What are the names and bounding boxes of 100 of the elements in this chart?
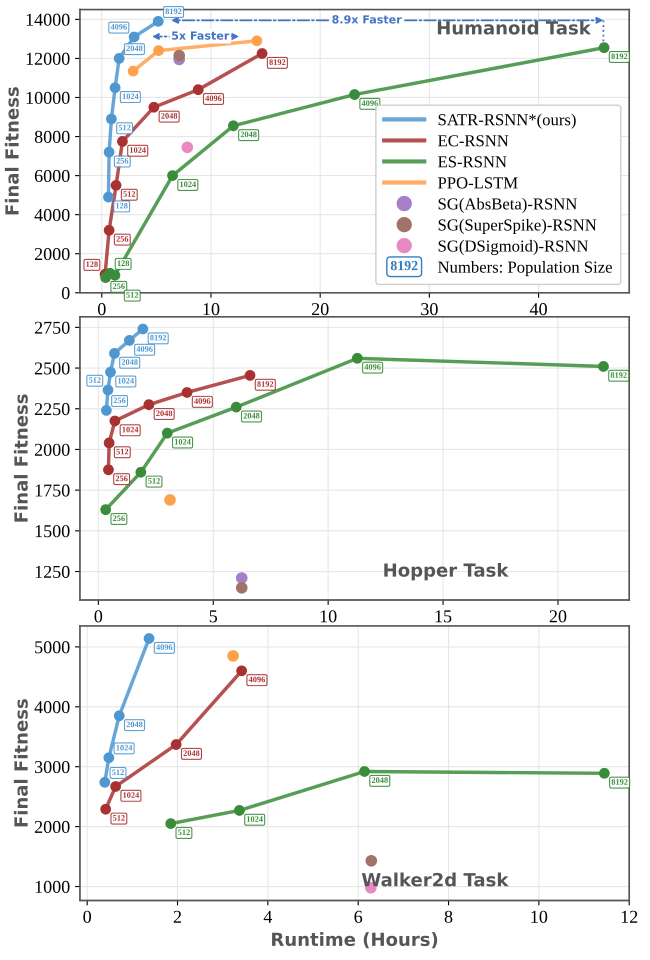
y-tick-label: 4000 bbox=[34, 208, 70, 222]
annotation: 1024 bbox=[116, 744, 132, 750]
point bbox=[100, 504, 112, 516]
y-tick-label: 6000 bbox=[34, 170, 70, 182]
point bbox=[103, 464, 114, 476]
annotation: 512 bbox=[126, 292, 138, 298]
annotation: 1024 bbox=[122, 426, 138, 432]
y-tick-label: 2750 bbox=[34, 322, 70, 334]
point bbox=[244, 370, 256, 381]
x-tick-label: 6 bbox=[354, 910, 362, 923]
x-tick-label: 12 bbox=[622, 910, 638, 923]
annotation: 512 bbox=[118, 124, 130, 130]
annotation: 128 bbox=[116, 202, 128, 209]
annotation: 2048 bbox=[122, 359, 138, 365]
x-tick-label: 0 bbox=[94, 610, 102, 622]
annotation: 1024 bbox=[130, 147, 146, 153]
point bbox=[104, 146, 114, 158]
annotation: 256 bbox=[116, 236, 128, 242]
point bbox=[104, 224, 114, 236]
annotation: 256 bbox=[114, 398, 126, 404]
annotation: 2048 bbox=[244, 412, 260, 419]
point bbox=[100, 804, 112, 815]
y-tick-label: 2000 bbox=[34, 248, 70, 260]
legend-label: SATR-RSNN*(ours) bbox=[438, 114, 576, 129]
annotation: 256 bbox=[112, 515, 125, 522]
annotation: 1024 bbox=[247, 816, 263, 822]
point bbox=[124, 335, 135, 346]
point bbox=[114, 710, 125, 722]
point bbox=[236, 582, 248, 594]
point bbox=[110, 781, 122, 792]
point bbox=[109, 348, 120, 359]
y-tick-label: 1000 bbox=[36, 880, 70, 893]
annotation: Numbers: Population Size bbox=[438, 261, 612, 276]
point bbox=[103, 752, 114, 764]
annotation: 8192 bbox=[257, 381, 274, 387]
point bbox=[110, 82, 120, 94]
point bbox=[144, 399, 154, 410]
y-axis-title: Final Fitness bbox=[4, 87, 19, 214]
legend-label: EC-RSNN bbox=[438, 135, 508, 146]
annotation: 512 bbox=[112, 815, 125, 821]
point bbox=[598, 361, 609, 372]
annotation: 1024 bbox=[122, 94, 139, 100]
annotation: Hopper Task bbox=[384, 562, 509, 580]
point bbox=[152, 16, 164, 27]
legend-label: PPO-LSTM bbox=[438, 177, 518, 189]
point bbox=[165, 818, 176, 829]
annotation: 4096 bbox=[156, 644, 172, 650]
point bbox=[164, 494, 176, 506]
y-tick-label: 1750 bbox=[36, 484, 70, 497]
x-tick-label: 30 bbox=[421, 303, 438, 316]
annotation: 2048 bbox=[240, 132, 257, 138]
annotation: 2048 bbox=[183, 750, 200, 756]
point bbox=[167, 170, 178, 181]
point bbox=[99, 776, 110, 788]
y-tick-label: 5000 bbox=[35, 641, 70, 654]
x-tick-label: 20 bbox=[312, 303, 329, 316]
point bbox=[228, 120, 239, 132]
y-tick-label: 4000 bbox=[34, 701, 70, 714]
annotation: 512 bbox=[123, 191, 136, 197]
annotation: 8192 bbox=[165, 8, 182, 14]
annotation: 5x Faster bbox=[172, 31, 230, 40]
annotation: 4096 bbox=[194, 398, 210, 404]
point bbox=[153, 45, 164, 56]
point bbox=[117, 136, 128, 147]
annotation: 1024 bbox=[118, 378, 134, 384]
x-tick-label: 10 bbox=[320, 610, 336, 622]
y-tick-label: 2000 bbox=[34, 820, 70, 834]
point bbox=[251, 35, 262, 46]
x-tick-label: 15 bbox=[436, 610, 452, 622]
point bbox=[227, 650, 239, 662]
point bbox=[162, 428, 173, 439]
point bbox=[359, 766, 370, 777]
annotation: 256 bbox=[116, 476, 128, 482]
annotation: 4096 bbox=[205, 95, 222, 102]
point bbox=[234, 805, 245, 816]
y-axis-title: Final Fitness bbox=[14, 394, 28, 522]
annotation: 8192 bbox=[610, 372, 627, 378]
annotation: 4096 bbox=[110, 24, 127, 30]
x-tick-label: 40 bbox=[530, 303, 547, 316]
point bbox=[105, 366, 116, 378]
point bbox=[256, 48, 268, 59]
annotation: 2048 bbox=[161, 113, 178, 119]
annotation: Walker2d Task bbox=[362, 872, 509, 886]
point bbox=[103, 192, 114, 202]
y-tick-label: 3000 bbox=[34, 760, 70, 774]
point bbox=[128, 32, 140, 42]
point bbox=[100, 272, 111, 283]
y-tick-label: 2000 bbox=[34, 444, 70, 456]
x-tick-label: 2 bbox=[174, 910, 182, 923]
x-tick-label: 0 bbox=[98, 303, 106, 316]
annotation: Humanoid Task bbox=[438, 20, 592, 35]
y-tick-label: 1250 bbox=[36, 566, 70, 578]
annotation: 256 bbox=[116, 158, 128, 164]
y-tick-label: 1500 bbox=[36, 525, 70, 538]
annotation: 128 bbox=[86, 261, 98, 267]
annotation: 8192 bbox=[612, 779, 628, 785]
y-tick-label: 2250 bbox=[34, 403, 70, 416]
annotation: 2048 bbox=[156, 410, 172, 416]
annotation: 4096 bbox=[248, 676, 266, 682]
annotation: 512 bbox=[148, 478, 160, 484]
